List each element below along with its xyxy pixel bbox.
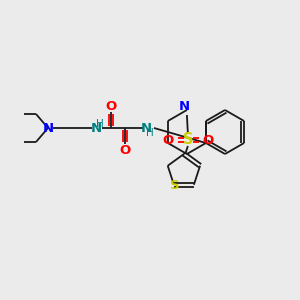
Text: H: H [146, 128, 154, 138]
Text: O: O [202, 134, 214, 146]
Text: N: N [90, 122, 102, 134]
Text: O: O [105, 100, 117, 112]
Text: O: O [162, 134, 173, 146]
Text: N: N [140, 122, 152, 134]
Text: S: S [183, 133, 193, 148]
Text: N: N [178, 100, 190, 113]
Text: O: O [119, 143, 130, 157]
Text: H: H [96, 119, 104, 129]
Text: N: N [42, 122, 54, 134]
Text: S: S [170, 179, 180, 192]
